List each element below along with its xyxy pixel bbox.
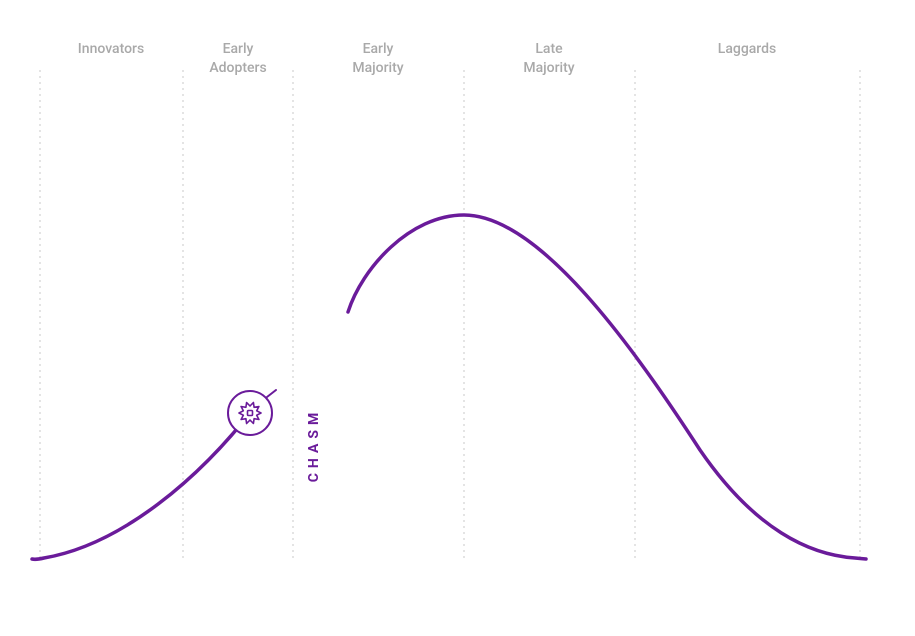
segment-label: Early Majority bbox=[352, 40, 403, 78]
segment-label: Early Adopters bbox=[209, 40, 266, 78]
curves bbox=[32, 215, 866, 559]
segment-label: Laggards bbox=[718, 40, 776, 59]
segment-label: Late Majority bbox=[523, 40, 574, 78]
adoption-curve-chart bbox=[0, 0, 915, 636]
chasm-marker bbox=[228, 390, 276, 435]
chasm-label: CHASM bbox=[306, 408, 322, 482]
segment-label: Innovators bbox=[78, 40, 144, 59]
dividers bbox=[40, 70, 860, 560]
